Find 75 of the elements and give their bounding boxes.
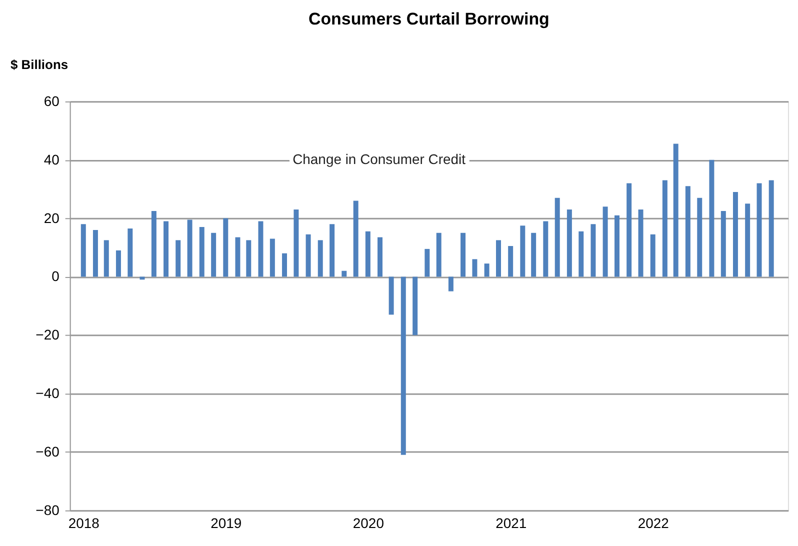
bar xyxy=(306,234,311,277)
bar xyxy=(128,228,133,277)
bar xyxy=(626,183,632,277)
bar xyxy=(602,206,608,277)
bar xyxy=(424,248,430,277)
bar xyxy=(400,276,406,455)
chart-title: Consumers Curtail Borrowing xyxy=(308,10,550,29)
annotation: Change in Consumer Credit xyxy=(292,150,466,167)
x-tick-label: 2018 xyxy=(68,514,100,531)
bar xyxy=(151,210,156,277)
bar xyxy=(460,232,466,277)
bar xyxy=(756,183,762,277)
bar xyxy=(508,246,514,277)
bar xyxy=(578,231,584,277)
bar xyxy=(258,221,264,277)
y-tick-label: 0 xyxy=(52,268,60,284)
bar xyxy=(140,276,145,280)
bar xyxy=(709,160,714,277)
bar xyxy=(543,221,548,277)
bar xyxy=(412,276,418,336)
bar xyxy=(697,198,702,277)
bar xyxy=(720,210,726,277)
bar xyxy=(448,276,454,292)
bar xyxy=(318,240,323,277)
bar xyxy=(164,221,169,277)
y-tick-label: 60 xyxy=(44,92,60,109)
bar xyxy=(436,232,442,277)
bar xyxy=(378,237,382,277)
bar xyxy=(199,227,204,277)
bar xyxy=(211,232,216,277)
bar xyxy=(187,220,192,277)
bar xyxy=(554,198,560,277)
y-tick-label: −20 xyxy=(36,326,60,343)
y-tick-label: 20 xyxy=(44,210,60,226)
bar xyxy=(496,240,501,277)
bar xyxy=(342,270,347,277)
bar xyxy=(353,200,358,277)
bar xyxy=(246,240,252,277)
bar xyxy=(650,234,656,277)
bar xyxy=(662,180,668,277)
bar xyxy=(520,226,526,277)
bar xyxy=(768,180,774,277)
bar xyxy=(732,192,738,277)
bar xyxy=(745,204,750,277)
bar xyxy=(614,215,620,277)
bar xyxy=(235,237,240,277)
bar xyxy=(223,218,228,277)
bar xyxy=(365,231,370,277)
y-tick-label: −40 xyxy=(36,385,60,402)
x-tick-label: 2020 xyxy=(352,514,384,531)
bar xyxy=(330,224,335,277)
x-tick-label: 2022 xyxy=(638,514,670,531)
bar xyxy=(294,210,299,277)
bar xyxy=(92,230,98,277)
bar xyxy=(282,253,288,277)
bar xyxy=(104,240,109,277)
bar xyxy=(638,210,644,277)
y-tick-label: −60 xyxy=(36,443,60,460)
bar xyxy=(116,250,121,277)
y-tick-label: −80 xyxy=(36,502,60,518)
x-tick-label: 2021 xyxy=(496,514,527,531)
y-tick-label: 40 xyxy=(44,151,60,168)
bar xyxy=(388,276,394,315)
bar xyxy=(685,186,690,277)
y-axis-title: $ Billions xyxy=(10,57,68,72)
bar xyxy=(472,259,478,277)
bar xyxy=(484,264,490,277)
bar xyxy=(80,224,86,277)
x-tick-label: 2019 xyxy=(210,514,242,531)
bar xyxy=(531,232,536,277)
bar xyxy=(566,210,572,277)
bar xyxy=(270,238,275,277)
bar xyxy=(590,224,596,277)
bar xyxy=(673,144,678,277)
bar xyxy=(176,240,181,277)
